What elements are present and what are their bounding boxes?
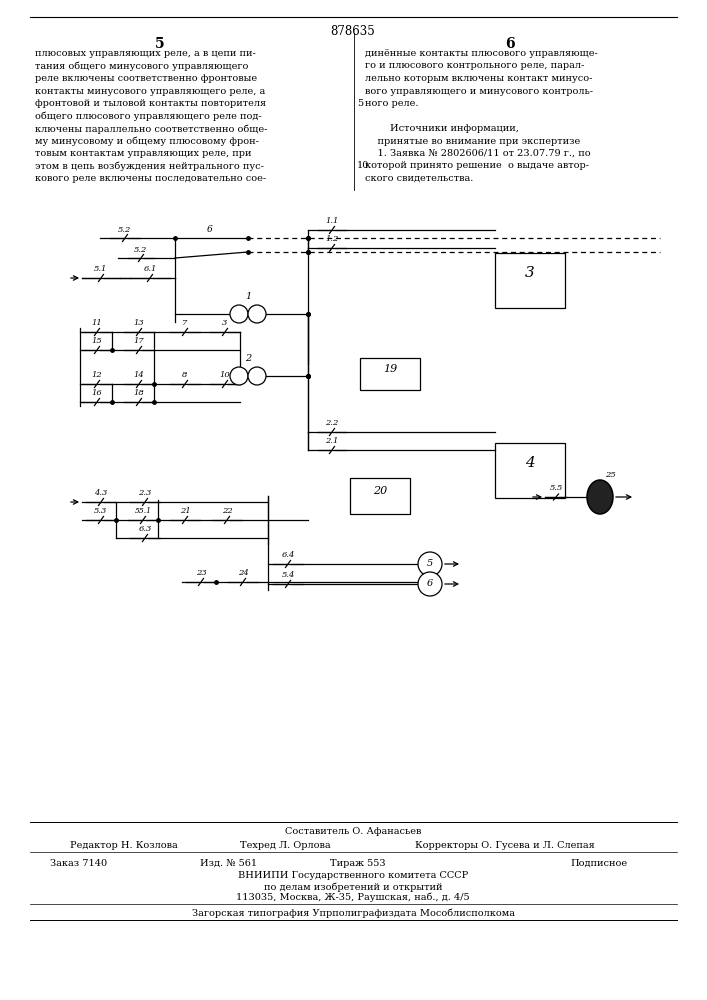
Text: плюсовых управляющих реле, а в цепи пи-: плюсовых управляющих реле, а в цепи пи-: [35, 49, 256, 58]
Text: кового реле включены последовательно сое-: кового реле включены последовательно сое…: [35, 174, 266, 183]
Text: 1: 1: [245, 292, 251, 301]
Text: 55.1: 55.1: [134, 507, 151, 515]
Text: 2: 2: [245, 354, 251, 363]
Text: 2.1: 2.1: [325, 437, 339, 445]
Text: контакты минусового управляющего реле, а: контакты минусового управляющего реле, а: [35, 87, 265, 96]
Text: принятые во внимание при экспертизе: принятые во внимание при экспертизе: [365, 136, 580, 145]
Text: 6: 6: [427, 580, 433, 588]
Text: Корректоры О. Гусева и Л. Слепая: Корректоры О. Гусева и Л. Слепая: [415, 841, 595, 850]
Text: лельно которым включены контакт минусо-: лельно которым включены контакт минусо-: [365, 74, 592, 83]
Text: ВНИИПИ Государственного комитета СССР: ВНИИПИ Государственного комитета СССР: [238, 871, 468, 880]
Circle shape: [418, 552, 442, 576]
Text: 18: 18: [134, 389, 144, 397]
Text: 10: 10: [220, 371, 230, 379]
Bar: [495, 252, 565, 308]
Text: 5.5: 5.5: [549, 484, 563, 492]
Text: Составитель О. Афанасьев: Составитель О. Афанасьев: [285, 827, 421, 836]
Text: Тираж 553: Тираж 553: [330, 859, 385, 868]
Text: 8: 8: [182, 371, 187, 379]
Text: 16: 16: [92, 389, 103, 397]
Text: Техред Л. Орлова: Техред Л. Орлова: [240, 841, 331, 850]
Bar: [360, 358, 420, 390]
Text: 15: 15: [92, 337, 103, 345]
Text: Загорская типография Упрполиграфиздата Мособлисполкома: Загорская типография Упрполиграфиздата М…: [192, 908, 515, 918]
Text: ного реле.: ного реле.: [365, 99, 419, 108]
Text: фронтовой и тыловой контакты повторителя: фронтовой и тыловой контакты повторителя: [35, 99, 266, 108]
Text: вого управляющего и минусового контроль-: вого управляющего и минусового контроль-: [365, 87, 593, 96]
Text: Изд. № 561: Изд. № 561: [200, 859, 257, 868]
Text: 5.1: 5.1: [94, 265, 107, 273]
Text: Источники информации,: Источники информации,: [365, 124, 519, 133]
Text: 6.4: 6.4: [281, 551, 295, 559]
Text: 17: 17: [134, 337, 144, 345]
Text: 19: 19: [383, 364, 397, 374]
Text: 5: 5: [357, 99, 363, 108]
Text: Подписное: Подписное: [570, 859, 627, 868]
Text: 4.3: 4.3: [94, 489, 107, 497]
Text: ского свидетельства.: ского свидетельства.: [365, 174, 474, 183]
Text: 2.3: 2.3: [139, 489, 152, 497]
Text: 2.2: 2.2: [325, 419, 339, 427]
Circle shape: [248, 367, 266, 385]
Circle shape: [230, 367, 248, 385]
Text: 3: 3: [525, 266, 535, 280]
Text: Заказ 7140: Заказ 7140: [50, 859, 107, 868]
Bar: [495, 442, 565, 497]
Text: тания общего минусового управляющего: тания общего минусового управляющего: [35, 62, 248, 71]
Text: по делам изобретений и открытий: по делам изобретений и открытий: [264, 882, 443, 892]
Circle shape: [418, 572, 442, 596]
Text: 5.2: 5.2: [134, 246, 148, 254]
Text: 11: 11: [92, 319, 103, 327]
Text: 878635: 878635: [331, 25, 375, 38]
Text: 14: 14: [134, 371, 144, 379]
Text: 5.2: 5.2: [118, 226, 132, 234]
Text: 5: 5: [156, 37, 165, 51]
Text: 7: 7: [182, 319, 187, 327]
Text: 20: 20: [373, 486, 387, 496]
Text: 6: 6: [506, 37, 515, 51]
Text: 24: 24: [238, 569, 248, 577]
Text: 6: 6: [207, 225, 213, 234]
Text: 13: 13: [134, 319, 144, 327]
Text: му минусовому и общему плюсовому фрон-: му минусовому и общему плюсовому фрон-: [35, 136, 259, 146]
Text: 6.3: 6.3: [139, 525, 152, 533]
Text: этом в цепь возбуждения нейтрального пус-: этом в цепь возбуждения нейтрального пус…: [35, 161, 264, 171]
Circle shape: [248, 305, 266, 323]
Text: 1. Заявка № 2802606/11 от 23.07.79 г., по: 1. Заявка № 2802606/11 от 23.07.79 г., п…: [365, 149, 590, 158]
Text: общего плюсового управляющего реле под-: общего плюсового управляющего реле под-: [35, 111, 262, 121]
Text: 5.4: 5.4: [281, 571, 295, 579]
Bar: [350, 478, 410, 514]
Text: 1.1: 1.1: [325, 217, 339, 225]
Text: 23: 23: [196, 569, 206, 577]
Text: 25: 25: [604, 471, 615, 479]
Text: 4: 4: [525, 456, 535, 470]
Ellipse shape: [587, 480, 613, 514]
Text: 1.2: 1.2: [325, 235, 339, 243]
Text: 22: 22: [221, 507, 233, 515]
Text: 5: 5: [427, 560, 433, 568]
Text: 6.1: 6.1: [144, 265, 157, 273]
Text: 10: 10: [357, 161, 369, 170]
Text: 21: 21: [180, 507, 190, 515]
Text: 113035, Москва, Ж-35, Раушская, наб., д. 4/5: 113035, Москва, Ж-35, Раушская, наб., д.…: [236, 893, 470, 902]
Text: ключены параллельно соответственно обще-: ключены параллельно соответственно обще-: [35, 124, 267, 133]
Text: 3: 3: [222, 319, 228, 327]
Text: динённые контакты плюсового управляюще-: динённые контакты плюсового управляюще-: [365, 49, 597, 58]
Text: реле включены соответственно фронтовые: реле включены соответственно фронтовые: [35, 74, 257, 83]
Text: которой принято решение  о выдаче автор-: которой принято решение о выдаче автор-: [365, 161, 589, 170]
Text: 5.3: 5.3: [94, 507, 107, 515]
Text: товым контактам управляющих реле, при: товым контактам управляющих реле, при: [35, 149, 252, 158]
Text: Редактор Н. Козлова: Редактор Н. Козлова: [70, 841, 177, 850]
Text: 12: 12: [92, 371, 103, 379]
Text: го и плюсового контрольного реле, парал-: го и плюсового контрольного реле, парал-: [365, 62, 584, 70]
Circle shape: [230, 305, 248, 323]
